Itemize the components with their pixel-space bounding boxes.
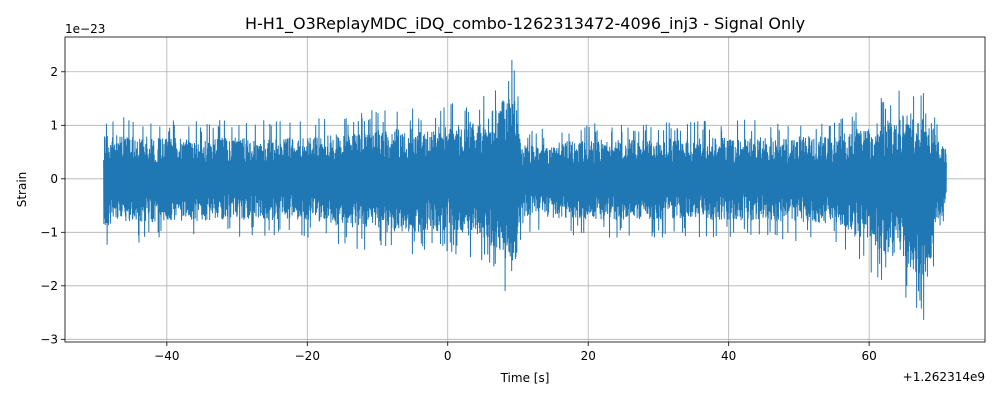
y-tick-label: −2 (40, 279, 58, 293)
x-offset-label: +1.262314e9 (903, 370, 985, 384)
x-tick-label: 20 (581, 349, 596, 363)
plot-frame (64, 36, 986, 343)
signal-series (103, 59, 947, 320)
x-tick-label: 60 (861, 349, 876, 363)
signal-trace (103, 59, 947, 320)
y-tick-label: 1 (50, 118, 58, 132)
x-tick-label: −20 (295, 349, 320, 363)
axis-ticks: −40 −20 0 20 40 60 −3 −2 −1 0 1 2 (40, 65, 876, 363)
y-axis-label: Strain (15, 172, 29, 208)
x-tick-label: 40 (721, 349, 736, 363)
x-tick-label: 0 (444, 349, 452, 363)
y-tick-label: 2 (50, 65, 58, 79)
chart-title: H-H1_O3ReplayMDC_iDQ_combo-1262313472-40… (245, 14, 805, 34)
y-scale-label: 1e−23 (65, 22, 105, 36)
y-tick-label: 0 (50, 172, 58, 186)
y-tick-label: −1 (40, 225, 58, 239)
x-tick-label: −40 (154, 349, 179, 363)
x-axis-label: Time [s] (500, 371, 550, 385)
y-tick-label: −3 (40, 332, 58, 346)
